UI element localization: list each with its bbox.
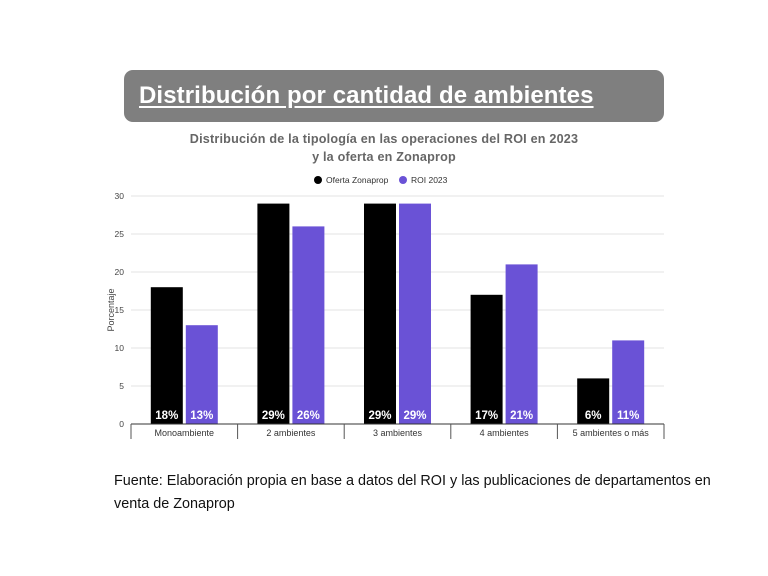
bar-data-label: 17% — [475, 410, 498, 422]
bar-data-label: 11% — [617, 410, 639, 422]
page-title: Distribución por cantidad de ambientes — [139, 82, 594, 109]
legend-label: ROI 2023 — [411, 175, 448, 185]
legend-marker — [314, 176, 322, 184]
bar — [292, 226, 325, 424]
title-banner: Distribución por cantidad de ambientes — [124, 70, 664, 122]
bar-data-label: 18% — [155, 410, 178, 422]
y-tick-label: 25 — [115, 229, 125, 239]
legend-marker — [399, 176, 407, 184]
bar-data-label: 29% — [403, 410, 426, 422]
x-tick-label: 2 ambientes — [266, 428, 316, 438]
bar-data-label: 21% — [510, 410, 533, 422]
source-line-1: Fuente: Elaboración propia en base a dat… — [114, 473, 711, 489]
y-tick-label: 15 — [115, 305, 125, 315]
bar — [399, 203, 431, 424]
bar — [257, 203, 290, 424]
bar — [505, 264, 538, 424]
bar — [470, 294, 503, 424]
source-note: Fuente: Elaboración propia en base a dat… — [114, 470, 714, 516]
bar — [364, 203, 396, 424]
bar-chart: 0 5 10 15 20 25 30 Porcentaje Oferta Zonaprop ROI… — [106, 175, 665, 439]
bar-data-label: 29% — [262, 410, 285, 422]
y-tick-label: 10 — [115, 343, 125, 353]
bar-data-label: 13% — [190, 410, 213, 422]
bar — [577, 378, 610, 424]
bar — [150, 287, 183, 424]
x-tick-label: 4 ambientes — [480, 428, 530, 438]
y-tick-label: 5 — [119, 381, 124, 391]
x-tick-label: Monoambiente — [155, 428, 215, 438]
source-line-2: venta de Zonaprop — [114, 496, 235, 512]
bar-data-label: 26% — [297, 410, 320, 422]
bar — [185, 325, 218, 424]
x-tick-label: 3 ambientes — [373, 428, 423, 438]
chart-title-line-2: y la oferta en Zonaprop — [312, 150, 456, 164]
y-axis-label: Porcentaje — [106, 288, 116, 331]
legend-label: Oferta Zonaprop — [326, 175, 389, 185]
bar-data-label: 6% — [585, 410, 602, 422]
chart-title-line-1: Distribución de la tipología en las oper… — [189, 132, 579, 146]
bar-data-label: 29% — [368, 410, 391, 422]
chart-title: Distribución de la tipología en las oper… — [124, 130, 644, 166]
y-tick-label: 0 — [119, 419, 124, 429]
y-tick-label: 20 — [115, 267, 125, 277]
y-tick-label: 30 — [115, 191, 125, 201]
bar — [612, 340, 645, 424]
x-tick-label: 5 ambientes o más — [573, 428, 650, 438]
